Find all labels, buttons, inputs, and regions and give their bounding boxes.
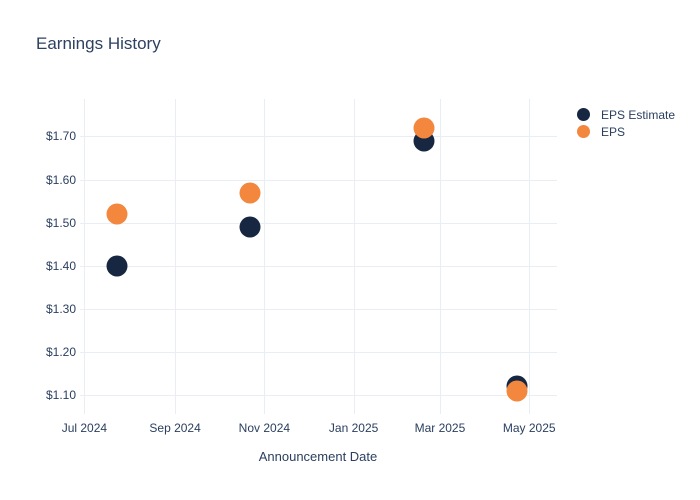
data-point-eps[interactable] [106,203,128,225]
legend-item-eps[interactable]: EPS [577,123,675,140]
legend-item-eps-estimate[interactable]: EPS Estimate [577,106,675,123]
legend-marker-icon [577,108,590,121]
y-gridline [80,351,557,353]
legend-item-label: EPS Estimate [601,107,676,122]
data-point-eps[interactable] [506,380,528,402]
y-gridline [80,179,557,181]
y-gridline [80,222,557,224]
x-gridline [84,99,86,414]
y-tick-label: $1.20 [45,344,76,359]
x-axis-title: Announcement Date [258,449,378,464]
y-tick-label: $1.30 [45,301,76,316]
y-tick-label: $1.50 [45,215,76,230]
legend-marker-icon [577,125,590,138]
y-tick-label: $1.10 [45,388,76,403]
x-gridline [353,99,355,414]
legend: EPS Estimate EPS [577,106,675,140]
x-tick-label: Nov 2024 [238,421,291,435]
y-gridline [80,308,557,310]
x-tick-label: Jan 2025 [328,421,379,435]
plot-area [80,99,557,414]
x-gridline [439,99,441,414]
y-gridline [80,265,557,267]
x-gridline [529,99,531,414]
y-gridline [80,136,557,138]
y-gridline [80,395,557,397]
chart-title: Earnings History [36,34,161,53]
legend-item-label: EPS [601,124,626,139]
data-point-eps-estimate[interactable] [239,216,261,238]
x-tick-label: May 2025 [502,421,556,435]
x-tick-label: Mar 2025 [414,421,466,435]
y-tick-label: $1.60 [45,172,76,187]
data-point-eps-estimate[interactable] [106,255,128,277]
data-point-eps[interactable] [413,117,435,139]
x-tick-label: Jul 2024 [61,421,108,435]
data-point-eps[interactable] [239,182,261,203]
x-gridline [175,99,177,414]
x-gridline [264,99,266,414]
x-tick-label: Sep 2024 [149,421,201,435]
y-tick-label: $1.40 [45,258,76,273]
y-tick-label: $1.70 [45,129,76,144]
